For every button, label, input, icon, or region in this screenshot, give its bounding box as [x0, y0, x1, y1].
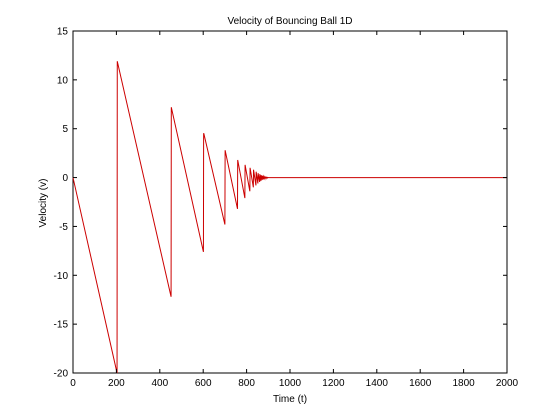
x-tick-label: 1800 [452, 378, 475, 389]
y-axis-title: Velocity (v) [38, 179, 49, 228]
y-tick-label: -5 [59, 222, 68, 233]
chart-title: Velocity of Bouncing Ball 1D [227, 16, 352, 27]
x-tick-label: 1600 [409, 378, 432, 389]
y-tick-label: 5 [62, 124, 68, 135]
axes-box [72, 30, 508, 374]
y-tick-label: 0 [62, 173, 68, 184]
x-tick-label: 0 [70, 378, 76, 389]
x-tick-label: 1200 [322, 378, 345, 389]
x-tick-label: 800 [238, 378, 255, 389]
x-tick-label: 1400 [366, 378, 389, 389]
x-tick-label: 600 [195, 378, 212, 389]
x-tick-label: 200 [108, 378, 125, 389]
x-axis-title: Time (t) [273, 394, 307, 405]
y-tick-label: 10 [57, 75, 69, 86]
y-tick-label: -10 [54, 271, 69, 282]
x-tick-label: 1000 [279, 378, 302, 389]
y-tick-label: -15 [54, 320, 69, 331]
y-tick-label: -20 [54, 369, 69, 380]
velocity-series-line [72, 61, 507, 374]
x-tick-label: 2000 [496, 378, 519, 389]
plot-area: 0 200 400 600 800 1000 1200 1400 1600 1800 2000 -20… [54, 27, 519, 390]
x-tick-label: 400 [151, 378, 168, 389]
y-tick-label: 15 [57, 27, 69, 38]
